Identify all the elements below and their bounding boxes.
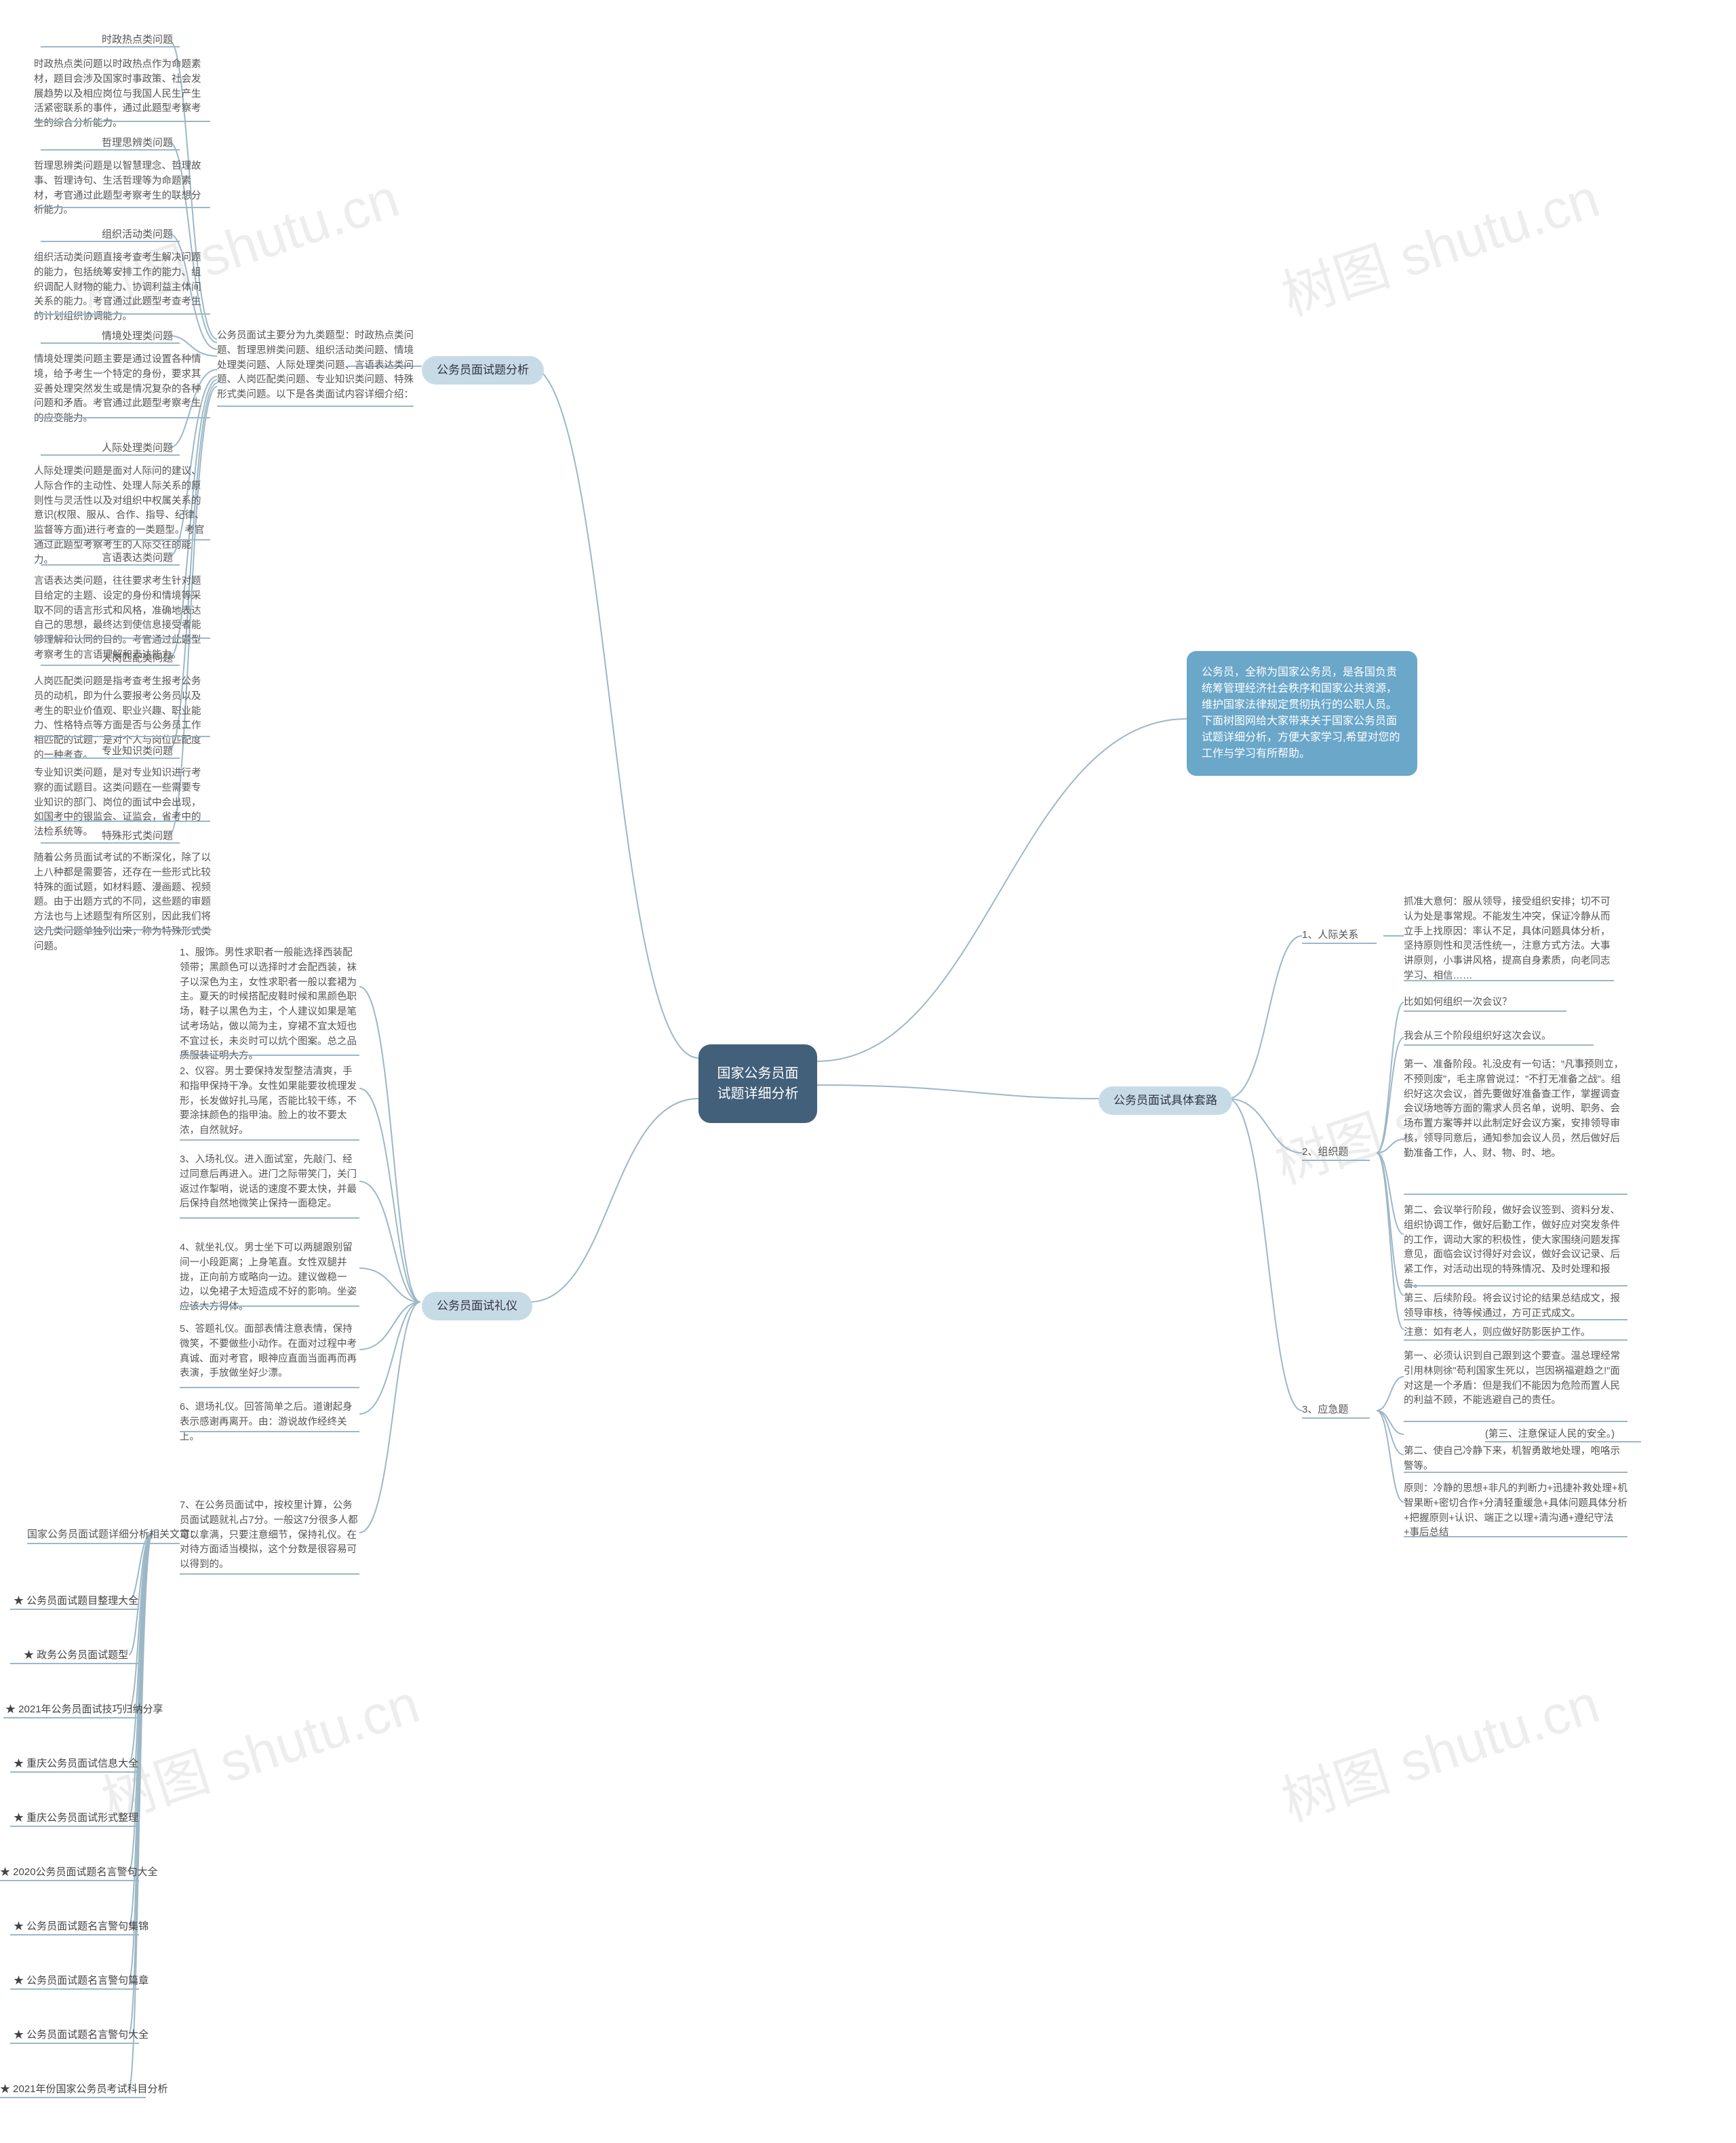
etiquette-item: 7、在公务员面试中，按校里计算，公务员面试题就礼占7分。一般这7分很多人都可以拿… [180,1499,359,1573]
underline [41,842,180,844]
concrete-item-label: 3、应急题 [1302,1402,1348,1418]
underline [41,46,180,47]
related-item: ★ 公务员面试题名言警句集锦 [14,1919,149,1935]
underline [180,1055,359,1056]
exam-analysis-lead: 公务员面试主要分为九类题型：时政热点类问题、哲理思辨类问题、组织活动类问题、情境… [217,329,414,403]
underline [0,1880,139,1881]
underline [10,2043,139,2044]
underline [41,665,180,666]
underline [34,313,210,315]
related-item: ★ 2021年公务员面试技巧归纳分享 [5,1702,163,1718]
etiquette-item: 1、服饰。男性求职者一般能选择西装配领带；黑颜色可以选择时才会配西装，袜子以深色… [180,946,359,1064]
branch-etiquette: 公务员面试礼仪 [422,1292,532,1320]
underline [217,406,414,407]
underline [1302,1160,1370,1161]
watermark: 树图 shutu.cn [91,1660,428,1836]
underline [27,1543,180,1544]
underline [1404,980,1614,981]
underline [34,121,210,122]
underline [34,736,210,737]
underline [1404,1536,1628,1537]
underline [1404,1339,1628,1341]
underline [10,1663,139,1664]
underline [41,454,180,456]
concrete-item-body: 抓准大意何：服从领导，接受组织安排；切不可认为处是事常规。不能发生冲突，保证冷静… [1404,895,1614,984]
underline [34,417,210,418]
concrete-item3-note2: (第三、注意保证人民的安全。) [1485,1428,1641,1442]
underline [41,342,180,344]
etiquette-item: 3、入场礼仪。进入面试室，先敲门、经过同意后再进入。进门之际带笑门，关门返过作掣… [180,1153,359,1212]
intro-node: 公务员，全称为国家公务员，是各国负责统筹管理经济社会秩序和国家公共资源，维护国家… [1187,651,1417,776]
underline [180,1217,359,1219]
etiquette-item: 5、答题礼仪。面部表情注意表情，保持微笑，不要做些小动作。在面对过程中考真诚、面… [180,1322,359,1381]
underline [180,1305,359,1307]
related-label: 国家公务员面试题详细分析相关文章： [27,1527,183,1543]
underline [34,207,210,208]
underline [180,1387,359,1388]
concrete-item3-step: 第二、使自己冷静下来，机智勇敢地处理，咆咯示警等。 [1404,1444,1628,1474]
underline [34,821,210,822]
etiquette-item: 6、退场礼仪。回答简单之后。道谢起身表示感谢再离开。由：游说故作经终关上。 [180,1400,359,1444]
underline [1485,1441,1641,1442]
underline [41,758,180,759]
branch-exam-analysis: 公务员面试题分析 [422,356,544,385]
underline [41,149,180,151]
concrete-item3-step: 第一、必须认识到自己跟到这个要查。温总理经常引用林则徐"苟利国家生死以，岂因祸福… [1404,1350,1628,1409]
underline [1404,1285,1628,1286]
underline [10,1609,139,1610]
related-item: ★ 2021年份国家公务员考试科目分析 [0,2082,168,2098]
underline [34,637,210,639]
concrete-item2-note: 注意：如有老人，则应做好防影医护工作。 [1404,1326,1628,1341]
underline [1404,1319,1628,1320]
underline [180,1431,359,1432]
related-item: ★ 公务员面试题目整理大全 [14,1594,138,1609]
related-item: ★ 2020公务员面试题名言警句大全 [0,1865,158,1881]
underline [1404,1472,1628,1473]
root-node: 国家公务员面试题详细分析 [698,1044,817,1123]
exam-item-body: 哲理思辨类问题是以智慧理念、哲理故事、哲理诗句、生活哲理等为命题素材，考官通过此… [34,159,210,218]
related-item: ★ 重庆公务员面试信息大全 [14,1756,138,1772]
branch-concrete: 公务员面试具体套路 [1099,1086,1232,1115]
underline [1404,1044,1594,1046]
underline [180,1139,359,1141]
watermark: 树图 shutu.cn [1271,155,1608,331]
exam-item-body: 言语表达类问题，往往要求考生针对题目给定的主题、设定的身份和情境等采取不同的语言… [34,574,210,663]
underline [41,241,180,242]
etiquette-item: 4、就坐礼仪。男士坐下可以两腿跟别留间一小段距离；上身笔直。女性双腿并拢，正向前… [180,1241,359,1315]
underline [41,564,180,566]
underline [1404,1194,1628,1195]
underline [1404,1421,1628,1422]
concrete-item2-intro: 我会从三个阶段组织好这次会议。 [1404,1029,1594,1044]
underline [10,1988,139,1990]
underline [180,1573,359,1575]
concrete-item3-principle: 原则：冷静的思想+非凡的判断力+迅捷补救处理+机智果断+密切合作+分清轻重缓急+… [1404,1482,1628,1541]
underline [1302,943,1377,944]
etiquette-item: 2、仪容。男士要保持发型整洁清爽，手和指甲保持干净。女性如果能要妆梳理发形，长发… [180,1065,359,1139]
concrete-item-label: 2、组织题 [1302,1145,1348,1160]
related-item: ★ 重庆公务员面试形式整理 [14,1811,138,1826]
underline [3,1717,139,1718]
underline [1302,1417,1370,1419]
concrete-item2-q: 比如如何组织一次会议？ [1404,996,1566,1010]
concrete-item2-step: 第三、后续阶段。将会议讨论的结果总结成文，报领导审核，待等候通过，方可正式成文。 [1404,1292,1628,1322]
exam-item-body: 随着公务员面试考试的不断深化，除了以上八种都是需要答，还存在一些形式比较特殊的面… [34,851,212,954]
underline [1404,1010,1566,1012]
related-item: ★ 政务公务员面试题型 [24,1648,128,1664]
concrete-item-label: 1、人际关系 [1302,928,1358,943]
watermark: 树图 shutu.cn [1271,1660,1608,1836]
underline [0,2097,146,2098]
underline [34,929,212,930]
exam-item-body: 情境处理类问题主要是通过设置各种情境，给予考生一个特定的身份，要求其妥善处理突然… [34,353,210,427]
concrete-item2-step: 第二、会议举行阶段，做好会议签到、资料分发、组织协调工作，做好后勤工作，做好应对… [1404,1204,1628,1293]
related-item: ★ 公务员面试题名言警句大全 [14,2028,149,2043]
related-item: ★ 公务员面试题名言警句篇章 [14,1973,149,1989]
underline [10,1771,139,1773]
concrete-item2-step: 第一、准备阶段。礼没皮有一句话："凡事预则立，不预则废"，毛主席曾说过："不打无… [1404,1058,1628,1161]
underline [10,1934,139,1935]
underline [34,539,210,540]
underline [10,1826,139,1827]
